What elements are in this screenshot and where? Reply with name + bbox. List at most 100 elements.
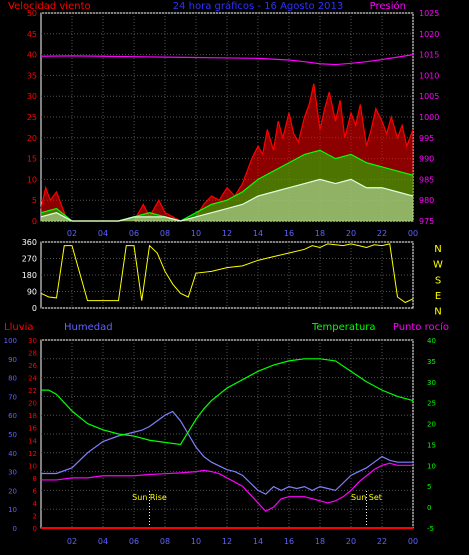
wind-y-tick-label: 25 [27,113,37,122]
wind-y-tick-label: 15 [27,155,37,164]
humidity-y-tick-label: 10 [8,506,17,514]
climate-x-tick-label: 06 [129,537,139,546]
wind-x-tick-label: 14 [253,229,263,238]
wind-y-tick-label: 20 [27,134,37,143]
climate-series-line [41,358,414,446]
rain-axis-title: Lluvia [4,322,34,333]
rain-y-tick-label: 8 [33,475,37,483]
wind-speed-axis-title: Velocidad viento [8,1,91,12]
wind-chart-title: 24 hora gráficos - 16 Agosto 2013 [173,0,344,12]
rain-y-tick-label: 14 [28,437,37,445]
wind-y-tick-label: 40 [27,51,37,60]
compass-label: N [434,244,441,255]
temperature-y-tick-label: 35 [427,358,436,366]
climate-x-tick-label: 04 [98,537,108,546]
rain-y-tick-label: 2 [33,512,37,520]
direction-y-tick-label: 0 [32,304,37,313]
climate-x-tick-label: 16 [284,537,294,546]
pressure-y-tick-label: 1005 [419,92,439,101]
temperature-y-tick-label: -5 [427,525,434,533]
sun-event-label: Sun Set [351,493,382,502]
rain-y-tick-label: 16 [28,425,37,433]
climate-x-tick-label: 14 [253,537,263,546]
pressure-series-line [40,54,414,66]
compass-label: N [434,307,441,318]
temperature-axis-title: Temperatura [311,322,376,333]
rain-y-tick-label: 28 [28,350,37,358]
wind-y-tick-label: 0 [32,217,37,226]
humidity-y-tick-label: 50 [8,431,17,439]
pressure-y-tick-label: 980 [419,196,434,205]
climate-x-tick-label: 08 [160,537,170,546]
wind-x-tick-label: 18 [315,229,325,238]
dew-point-axis-title: Punto rocío [393,321,449,333]
humidity-y-tick-label: 60 [8,412,17,420]
temperature-y-tick-label: 5 [427,483,431,491]
wind-x-tick-label: 10 [191,229,201,238]
pressure-axis-title: Presión [370,0,406,12]
rain-y-tick-label: 0 [33,525,37,533]
wind-series-line [40,83,414,222]
humidity-y-tick-label: 100 [4,337,17,345]
wind-y-tick-label: 30 [27,92,37,101]
rain-y-tick-label: 10 [28,462,37,470]
direction-y-tick-label: 90 [27,288,37,297]
temperature-y-tick-label: 20 [427,421,436,429]
temperature-y-tick-label: 40 [427,337,436,345]
rain-y-tick-label: 26 [28,362,37,370]
temperature-y-tick-label: 25 [427,400,436,408]
humidity-y-tick-label: 30 [8,469,17,477]
wind-x-tick-label: 02 [67,229,77,238]
climate-series-line [41,410,413,495]
direction-y-tick-label: 180 [22,271,37,280]
rain-y-tick-label: 6 [33,487,38,495]
wind-y-tick-label: 35 [27,71,37,80]
climate-x-tick-label: 18 [315,537,325,546]
wind-x-tick-label: 12 [222,229,232,238]
rain-y-tick-label: 4 [33,500,38,508]
pressure-y-tick-label: 1010 [419,71,439,80]
sun-event-label: Sun Rise [132,493,167,502]
pressure-y-tick-label: 1020 [419,30,439,39]
humidity-y-tick-label: 90 [8,356,17,364]
humidity-y-tick-label: 70 [8,393,17,401]
compass-label: S [435,275,441,286]
direction-y-tick-label: 270 [22,255,37,264]
wind-x-tick-label: 04 [98,229,108,238]
pressure-y-tick-label: 985 [419,175,434,184]
direction-y-tick-label: 360 [22,238,37,247]
climate-x-tick-label: 22 [377,537,387,546]
climate-x-tick-label: 10 [191,537,201,546]
compass-label: E [435,291,441,302]
wind-y-tick-label: 10 [27,175,37,184]
wind-series-area [41,150,413,221]
climate-x-tick-label: 20 [346,537,356,546]
climate-x-tick-label: 12 [222,537,232,546]
pressure-y-tick-label: 975 [419,217,434,226]
rain-y-tick-label: 20 [28,400,37,408]
temperature-y-tick-label: 10 [427,462,436,470]
humidity-y-tick-label: 20 [8,487,17,495]
wind-x-tick-label: 00 [408,229,418,238]
climate-x-tick-label: 02 [67,537,77,546]
pressure-y-tick-label: 990 [419,155,434,164]
wind-x-tick-label: 06 [129,229,139,238]
rain-y-tick-label: 30 [28,337,37,345]
wind-direction-series [40,243,414,304]
temperature-y-tick-label: 15 [427,441,436,449]
temperature-y-tick-label: 30 [427,379,436,387]
wind-y-tick-label: 5 [32,196,37,205]
rain-y-tick-label: 24 [28,375,37,383]
rain-y-tick-label: 18 [28,412,37,420]
wind-y-tick-label: 50 [27,9,37,18]
humidity-axis-title: Humedad [64,322,113,333]
wind-x-tick-label: 22 [377,229,387,238]
pressure-y-tick-label: 1025 [419,9,439,18]
wind-series-line [40,178,414,222]
humidity-y-tick-label: 40 [8,450,17,458]
rain-y-tick-label: 12 [28,450,37,458]
wind-y-tick-label: 45 [27,30,37,39]
climate-series-line [41,462,413,513]
